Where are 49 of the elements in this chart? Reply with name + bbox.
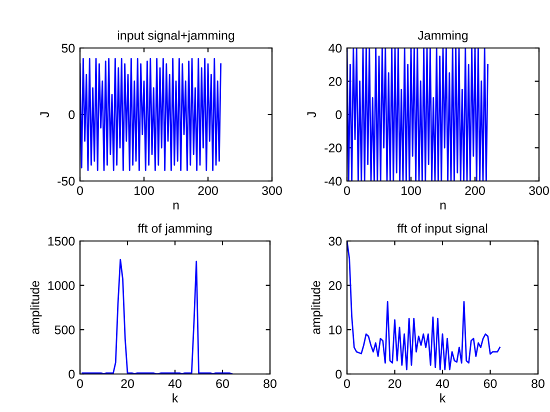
- y-tick-label: 0: [336, 370, 342, 379]
- y-tick-label: 10: [329, 325, 342, 334]
- line-series: [347, 241, 500, 370]
- x-tick-label: 40: [168, 379, 182, 388]
- x-tick-label: 100: [134, 186, 154, 196]
- y-tick-label: 1500: [48, 236, 75, 246]
- x-tick-label: 300: [262, 186, 282, 196]
- x-tick-label: 60: [216, 379, 229, 388]
- x-axis-title: n: [440, 202, 446, 210]
- x-axis-title: k: [440, 393, 446, 402]
- x-tick-label: 60: [484, 379, 497, 388]
- line-series: [82, 258, 233, 374]
- y-axis-title: amplitude: [30, 280, 42, 334]
- y-tick-label: -20: [324, 144, 342, 152]
- line-series: [80, 58, 222, 172]
- y-tick-label: 20: [328, 77, 342, 86]
- x-tick-label: 0: [344, 379, 350, 388]
- x-tick-label: 300: [529, 186, 549, 196]
- x-axis-title: k: [172, 393, 178, 402]
- x-tick-label: 200: [465, 186, 485, 196]
- chart-title: Jamming: [418, 30, 468, 42]
- y-axis-title: amplitude: [311, 280, 323, 334]
- x-tick-label: 20: [388, 379, 402, 388]
- y-tick-label: -50: [58, 176, 75, 186]
- x-tick-label: 0: [77, 186, 83, 196]
- y-tick-label: 40: [328, 44, 342, 53]
- y-tick-label: 50: [62, 44, 75, 53]
- y-tick-label: 500: [54, 325, 75, 334]
- chart-title: input signal+jamming: [118, 30, 234, 42]
- y-tick-label: 0: [68, 370, 75, 379]
- y-tick-label: 1000: [48, 281, 75, 290]
- y-tick-label: -40: [324, 176, 342, 186]
- x-tick-label: 0: [77, 379, 83, 388]
- x-tick-label: 40: [436, 379, 449, 388]
- x-tick-label: 100: [402, 186, 421, 196]
- x-tick-label: 200: [198, 186, 218, 196]
- y-tick-label: 20: [328, 281, 342, 290]
- y-tick-label: 0: [336, 110, 342, 120]
- chart-title: fft of input signal: [397, 224, 488, 236]
- x-tick-label: 80: [264, 379, 276, 388]
- x-tick-label: 20: [121, 379, 134, 388]
- x-axis-title: n: [173, 202, 179, 210]
- x-tick-label: 0: [344, 186, 350, 196]
- y-tick-label: 30: [328, 236, 342, 246]
- y-axis-title: J: [40, 112, 50, 118]
- chart-title: fft of jamming: [138, 224, 212, 236]
- x-tick-label: 80: [532, 379, 544, 388]
- y-tick-label: 0: [68, 110, 75, 120]
- y-axis-title: J: [307, 112, 316, 118]
